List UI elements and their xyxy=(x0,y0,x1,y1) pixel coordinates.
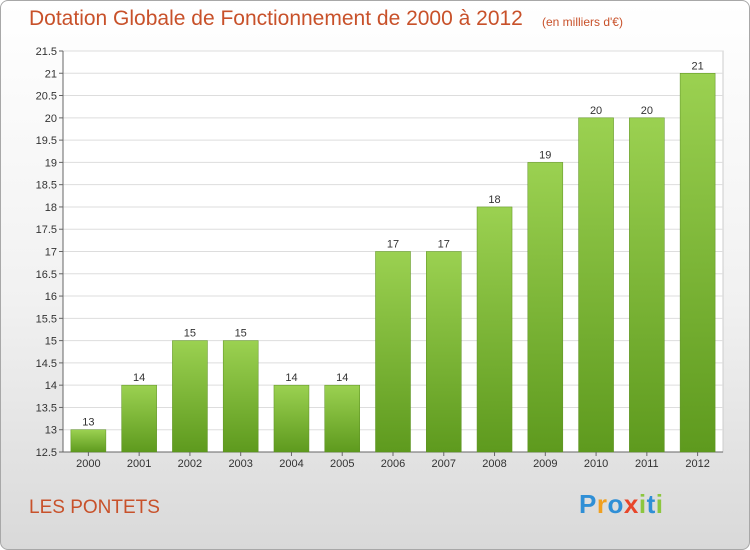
y-tick-label: 21 xyxy=(45,68,57,80)
bar xyxy=(324,384,360,453)
bar-value-label: 14 xyxy=(285,372,297,384)
x-tick-label: 2008 xyxy=(482,458,506,470)
chart-subtitle: (en milliers d'€) xyxy=(542,15,623,29)
bar xyxy=(578,117,614,453)
logo-letter: t xyxy=(646,489,656,519)
bar-value-label: 18 xyxy=(488,194,500,206)
y-tick-label: 16 xyxy=(45,291,57,303)
bar-value-label: 15 xyxy=(184,328,196,340)
y-tick-label: 20 xyxy=(45,113,57,125)
x-tick-label: 2002 xyxy=(178,458,202,470)
y-tick-label: 17 xyxy=(45,247,57,259)
y-tick-label: 19 xyxy=(45,157,57,169)
x-tick-label: 2012 xyxy=(685,458,709,470)
bar-value-label: 20 xyxy=(590,105,602,117)
y-tick-label: 21.5 xyxy=(36,46,57,58)
y-tick-label: 14 xyxy=(45,380,57,392)
proxiti-logo: Proxiti xyxy=(579,489,663,520)
y-tick-label: 15.5 xyxy=(36,313,57,325)
logo-letter: r xyxy=(596,489,608,519)
y-tick-label: 18 xyxy=(45,202,57,214)
bar xyxy=(476,206,513,453)
bar xyxy=(527,162,564,453)
x-tick-label: 2009 xyxy=(533,458,557,470)
y-tick-label: 20.5 xyxy=(36,91,57,103)
bar-value-label: 13 xyxy=(82,417,94,429)
commune-name: LES PONTETS xyxy=(29,497,160,518)
bar xyxy=(172,340,208,453)
bar-value-label: 15 xyxy=(235,328,247,340)
bar-value-label: 21 xyxy=(691,60,703,72)
bar-value-label: 14 xyxy=(336,372,348,384)
x-tick-label: 2010 xyxy=(584,458,608,470)
bar-value-label: 19 xyxy=(539,149,551,161)
bar xyxy=(273,384,310,453)
y-tick-label: 17.5 xyxy=(36,224,57,236)
y-tick-label: 12.5 xyxy=(36,447,57,459)
x-tick-label: 2003 xyxy=(228,458,252,470)
bar xyxy=(70,429,107,453)
logo-letter: P xyxy=(579,489,597,519)
y-tick-label: 13.5 xyxy=(36,402,57,414)
bar-value-label: 20 xyxy=(641,105,653,117)
y-tick-label: 15 xyxy=(45,336,57,348)
bar xyxy=(629,117,665,453)
bar xyxy=(375,251,411,453)
bar-value-label: 14 xyxy=(133,372,145,384)
bar xyxy=(121,384,157,453)
logo-letter: o xyxy=(607,489,624,519)
y-tick-label: 16.5 xyxy=(36,269,57,281)
bar xyxy=(426,251,462,453)
chart-title: Dotation Globale de Fonctionnement de 20… xyxy=(29,7,523,30)
x-tick-label: 2007 xyxy=(432,458,456,470)
bar xyxy=(679,73,716,453)
bar xyxy=(222,340,259,453)
bar-value-label: 17 xyxy=(438,239,450,251)
x-tick-label: 2005 xyxy=(330,458,354,470)
x-tick-label: 2011 xyxy=(635,458,659,470)
logo-letter: i xyxy=(638,489,647,519)
bar-value-label: 17 xyxy=(387,239,399,251)
y-tick-label: 13 xyxy=(45,425,57,437)
x-tick-label: 2001 xyxy=(127,458,151,470)
x-tick-label: 2004 xyxy=(279,458,303,470)
y-tick-label: 14.5 xyxy=(36,358,57,370)
y-tick-label: 18.5 xyxy=(36,180,57,192)
y-tick-label: 19.5 xyxy=(36,135,57,147)
logo-letter: x xyxy=(623,489,639,519)
logo-letter: i xyxy=(655,489,664,519)
x-tick-label: 2000 xyxy=(76,458,100,470)
x-tick-label: 2006 xyxy=(381,458,405,470)
